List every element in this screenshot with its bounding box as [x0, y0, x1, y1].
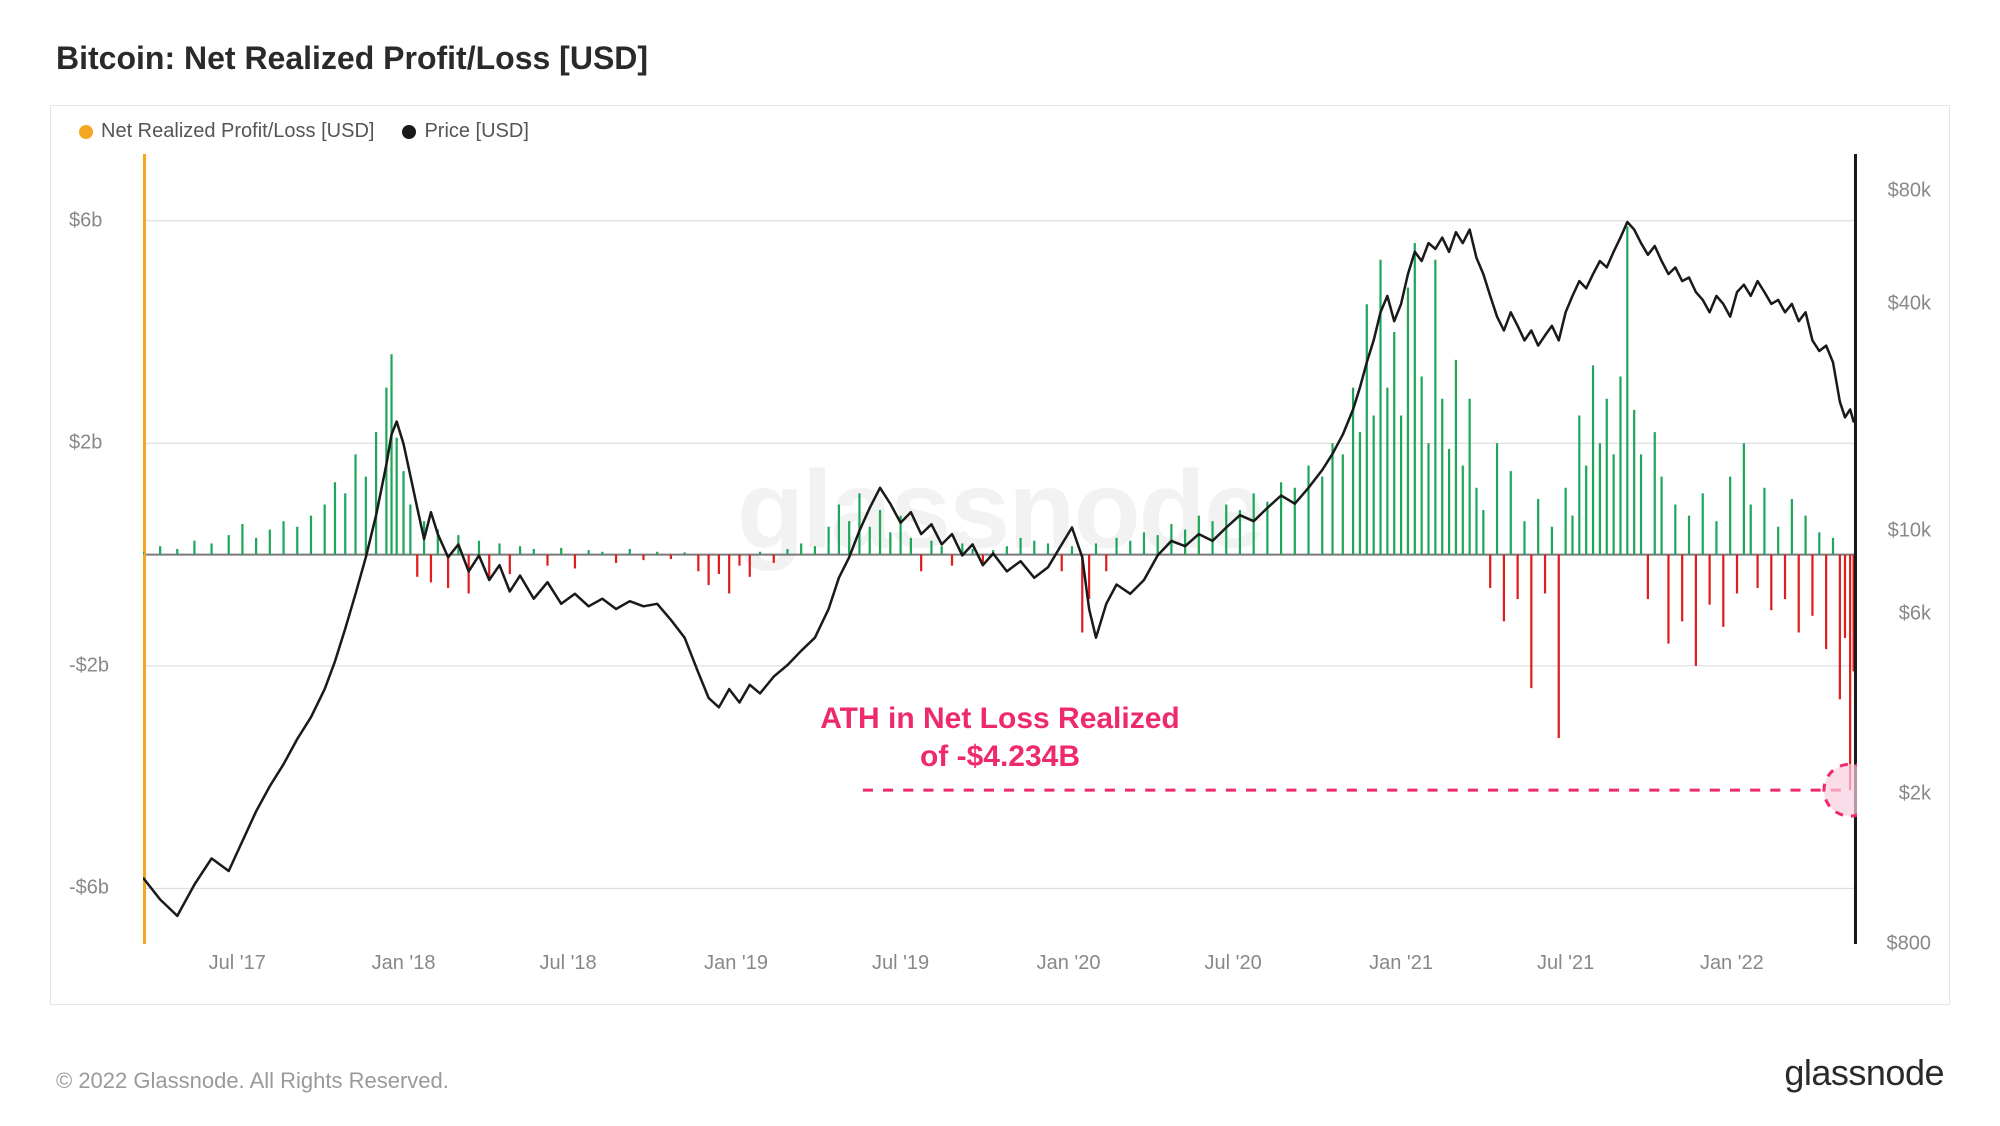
legend-label-price: Price [USD] — [424, 120, 528, 143]
copyright: © 2022 Glassnode. All Rights Reserved. — [56, 1068, 449, 1094]
x-tick: Jan '19 — [704, 952, 768, 975]
y-left-tick: -$2b — [69, 654, 139, 677]
brand-logo: glassnode — [1784, 1052, 1944, 1094]
legend-dot-price-icon — [402, 125, 416, 139]
y-right-tick: $40k — [1861, 292, 1931, 315]
y-right-tick: $800 — [1861, 933, 1931, 956]
x-tick: Jul '17 — [209, 952, 266, 975]
plot-svg — [143, 154, 1857, 944]
y-left-tick: $2b — [69, 432, 139, 455]
legend: Net Realized Profit/Loss [USD] Price [US… — [79, 120, 1931, 143]
x-tick: Jan '18 — [372, 952, 436, 975]
y-left-tick: -$6b — [69, 877, 139, 900]
y-right-tick: $6k — [1861, 603, 1931, 626]
legend-label-netpl: Net Realized Profit/Loss [USD] — [101, 120, 374, 143]
x-tick: Jan '20 — [1037, 952, 1101, 975]
x-tick: Jul '20 — [1205, 952, 1262, 975]
x-tick: Jan '22 — [1700, 952, 1764, 975]
x-axis-ticks: Jul '17 Jan '18 Jul '18 Jan '19 Jul '19 Jan '… — [143, 952, 1857, 982]
legend-item-netpl[interactable]: Net Realized Profit/Loss [USD] — [79, 120, 374, 143]
chart-frame: Net Realized Profit/Loss [USD] Price [US… — [50, 105, 1950, 1005]
plot-area — [143, 154, 1857, 944]
x-tick: Jul '21 — [1537, 952, 1594, 975]
y-right-axis-ticks: $80k$40k$10k$6k$2k$800 — [1861, 154, 1931, 944]
y-left-axis-ticks: $6b $2b -$2b -$6b — [69, 154, 139, 944]
x-tick: Jul '18 — [539, 952, 596, 975]
y-left-tick: $6b — [69, 209, 139, 232]
chart-title: Bitcoin: Net Realized Profit/Loss [USD] — [56, 40, 1950, 77]
x-tick: Jan '21 — [1369, 952, 1433, 975]
y-right-tick: $80k — [1861, 179, 1931, 202]
x-tick: Jul '19 — [872, 952, 929, 975]
y-right-tick: $2k — [1861, 783, 1931, 806]
legend-item-price[interactable]: Price [USD] — [402, 120, 528, 143]
legend-dot-netpl-icon — [79, 125, 93, 139]
y-right-tick: $10k — [1861, 519, 1931, 542]
